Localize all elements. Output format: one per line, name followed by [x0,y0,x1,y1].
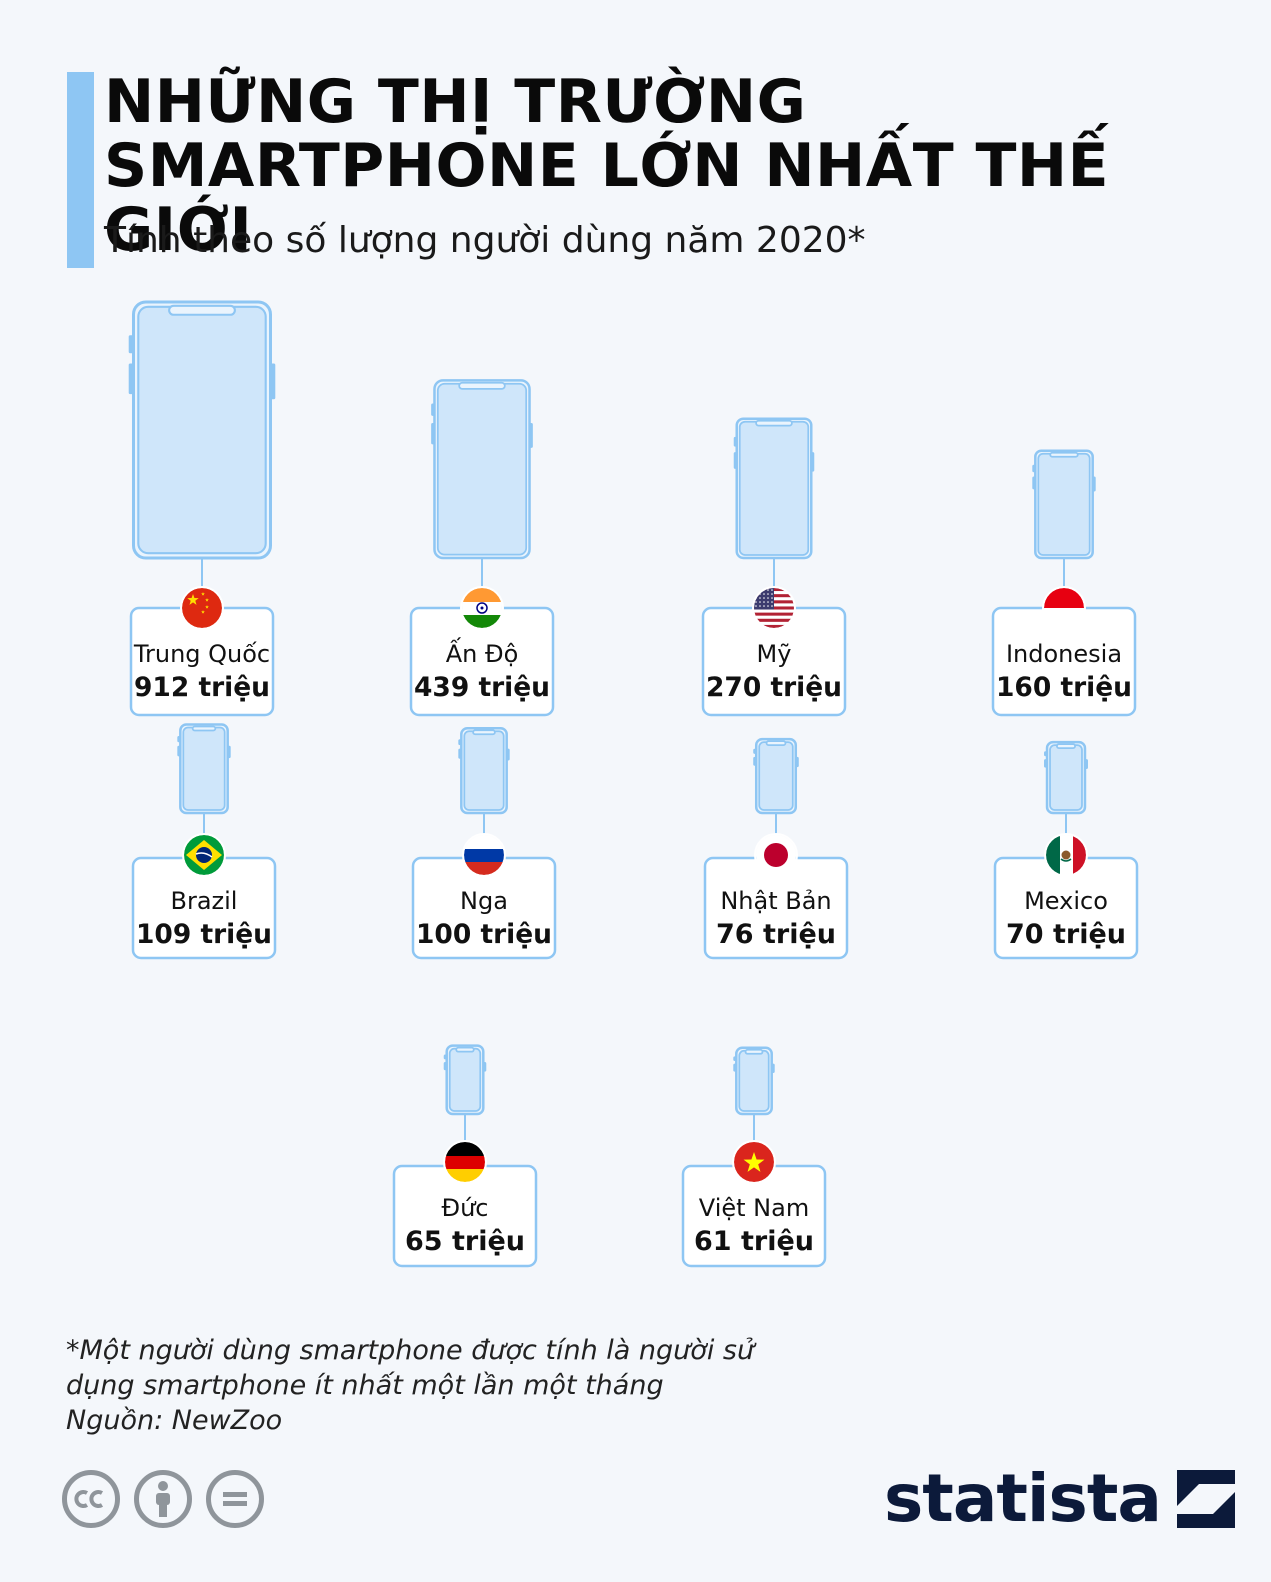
market-name: Trung Quốc [133,640,270,668]
market-value: 160 triệu [996,672,1132,703]
market-value: 76 triệu [716,919,836,950]
market-nga: Nga 100 triệu [411,726,557,960]
phone-icon [458,726,510,815]
footnote-line-2: dụng smartphone ít nhất một lần một thán… [66,1370,664,1401]
flag-india-icon [460,586,504,630]
source-text: Nguồn: NewZoo [66,1405,283,1436]
phone-icon [733,1046,775,1116]
market-value: 912 triệu [134,672,270,703]
market-value: 65 triệu [405,1226,525,1257]
market-trung-quoc: Trung Quốc 912 triệu [128,300,276,717]
market-value: 100 triệu [416,919,552,950]
market-value: 70 triệu [1006,919,1126,950]
flag-vietnam-icon [732,1140,776,1184]
statista-logo[interactable]: statista [884,1460,1235,1537]
market-name: Brazil [171,887,238,915]
market-viet-nam: Việt Nam 61 triệu [681,1046,827,1268]
flag-usa-icon [752,586,796,630]
market-value: 109 triệu [136,919,272,950]
market-indonesia: Indonesia 160 triệu [991,449,1137,717]
flag-china-icon [180,586,224,630]
market-an-do: Ấn Độ 439 triệu [409,379,555,717]
phone-icon [1044,740,1088,815]
market-name: Ấn Độ [446,636,519,668]
statista-mark-icon [1176,1469,1235,1528]
market-nhat-ban: Nhật Bản 76 triệu [703,737,849,960]
phone-icon [128,300,276,560]
market-value: 61 triệu [694,1226,814,1257]
attribution-icon[interactable] [134,1470,192,1528]
license-icons [62,1470,264,1528]
flag-germany-icon [443,1140,487,1184]
flag-mexico-icon [1044,833,1088,877]
market-name: Đức [441,1194,488,1222]
market-name: Nhật Bản [720,887,831,915]
accent-bar [67,72,94,268]
phone-icon [733,417,815,560]
market-name: Nga [460,887,508,915]
phone-icon [177,723,231,815]
flag-russia-icon [462,833,506,877]
market-name: Việt Nam [699,1194,809,1222]
market-name: Mỹ [757,640,792,668]
footnote-line-1: *Một người dùng smartphone được tính là … [66,1335,755,1366]
subtitle: Tính theo số lượng người dùng năm 2020* [104,220,866,261]
phone-icon [753,737,799,815]
no-derivatives-icon[interactable] [206,1470,264,1528]
title-line-1: NHỮNG THỊ TRƯỜNG [104,67,807,137]
market-mexico: Mexico 70 triệu [993,740,1139,960]
pictogram-chart: Trung Quốc 912 triệu Ấn Độ 439 triệu Mỹ 270 t… [128,300,1139,1268]
market-name: Mexico [1024,887,1108,915]
market-duc: Đức 65 triệu [392,1044,538,1268]
page-title: NHỮNG THỊ TRƯỜNG SMARTPHONE LỚN NHẤT THẾ… [104,70,1254,262]
cc-icon[interactable] [62,1470,120,1528]
market-my: Mỹ 270 triệu [701,417,847,717]
market-value: 270 triệu [706,672,842,703]
market-value: 439 triệu [414,672,550,703]
title-line-2: SMARTPHONE LỚN NHẤT THẾ GIỚI [104,131,1110,265]
market-name: Indonesia [1006,640,1122,668]
brand-name: statista [884,1460,1162,1537]
flag-indonesia-icon [1042,586,1086,630]
market-brazil: Brazil 109 triệu [131,723,277,960]
phone-icon [431,379,533,560]
flag-brazil-icon [182,833,226,877]
phone-icon [443,1044,487,1116]
phone-icon [1032,449,1096,560]
footnote: *Một người dùng smartphone được tính là … [66,1333,754,1438]
flag-japan-icon [754,833,798,877]
